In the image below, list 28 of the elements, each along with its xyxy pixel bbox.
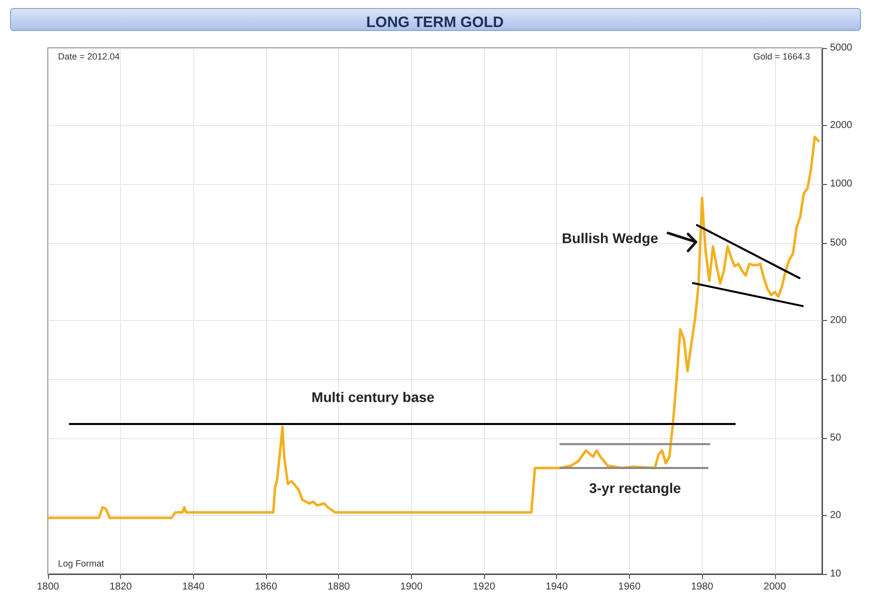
y-tick-label: 5000 [830, 42, 853, 54]
x-tick-label: 1820 [110, 582, 132, 592]
y-tick-label: 1000 [830, 178, 853, 190]
annotation: 3-yr rectangle [589, 480, 682, 496]
y-tick-label: 2000 [830, 120, 853, 132]
x-tick-label: 1800 [36, 582, 60, 592]
annotation: Multi century base [312, 389, 435, 405]
y-tick-label: 10 [830, 568, 842, 580]
y-tick-label: 200 [830, 314, 848, 326]
annotation: Log Format [58, 558, 105, 568]
x-tick-label: 1940 [546, 582, 568, 592]
chart-title: LONG TERM GOLD [366, 14, 504, 31]
x-tick-label: 1840 [182, 582, 205, 592]
annotation: Date = 2012.04 [58, 52, 120, 62]
y-tick-label: 50 [830, 432, 842, 444]
line-series [46, 136, 820, 520]
annotation: Gold = 1664.3 [753, 52, 810, 62]
x-tick-label: 1960 [618, 582, 641, 592]
y-tick-label: 500 [830, 237, 848, 248]
x-tick-label: 1860 [254, 582, 278, 592]
x-tick-label: 2000 [764, 582, 786, 592]
annotation: Bullish Wedge [562, 230, 658, 246]
y-tick-label: 100 [830, 374, 848, 385]
x-tick-label: 1980 [690, 582, 714, 592]
x-tick-label: 1920 [472, 582, 496, 592]
y-tick-label: 20 [830, 510, 842, 521]
x-tick-label: 1900 [400, 582, 423, 592]
x-tick-label: 1880 [328, 582, 350, 592]
